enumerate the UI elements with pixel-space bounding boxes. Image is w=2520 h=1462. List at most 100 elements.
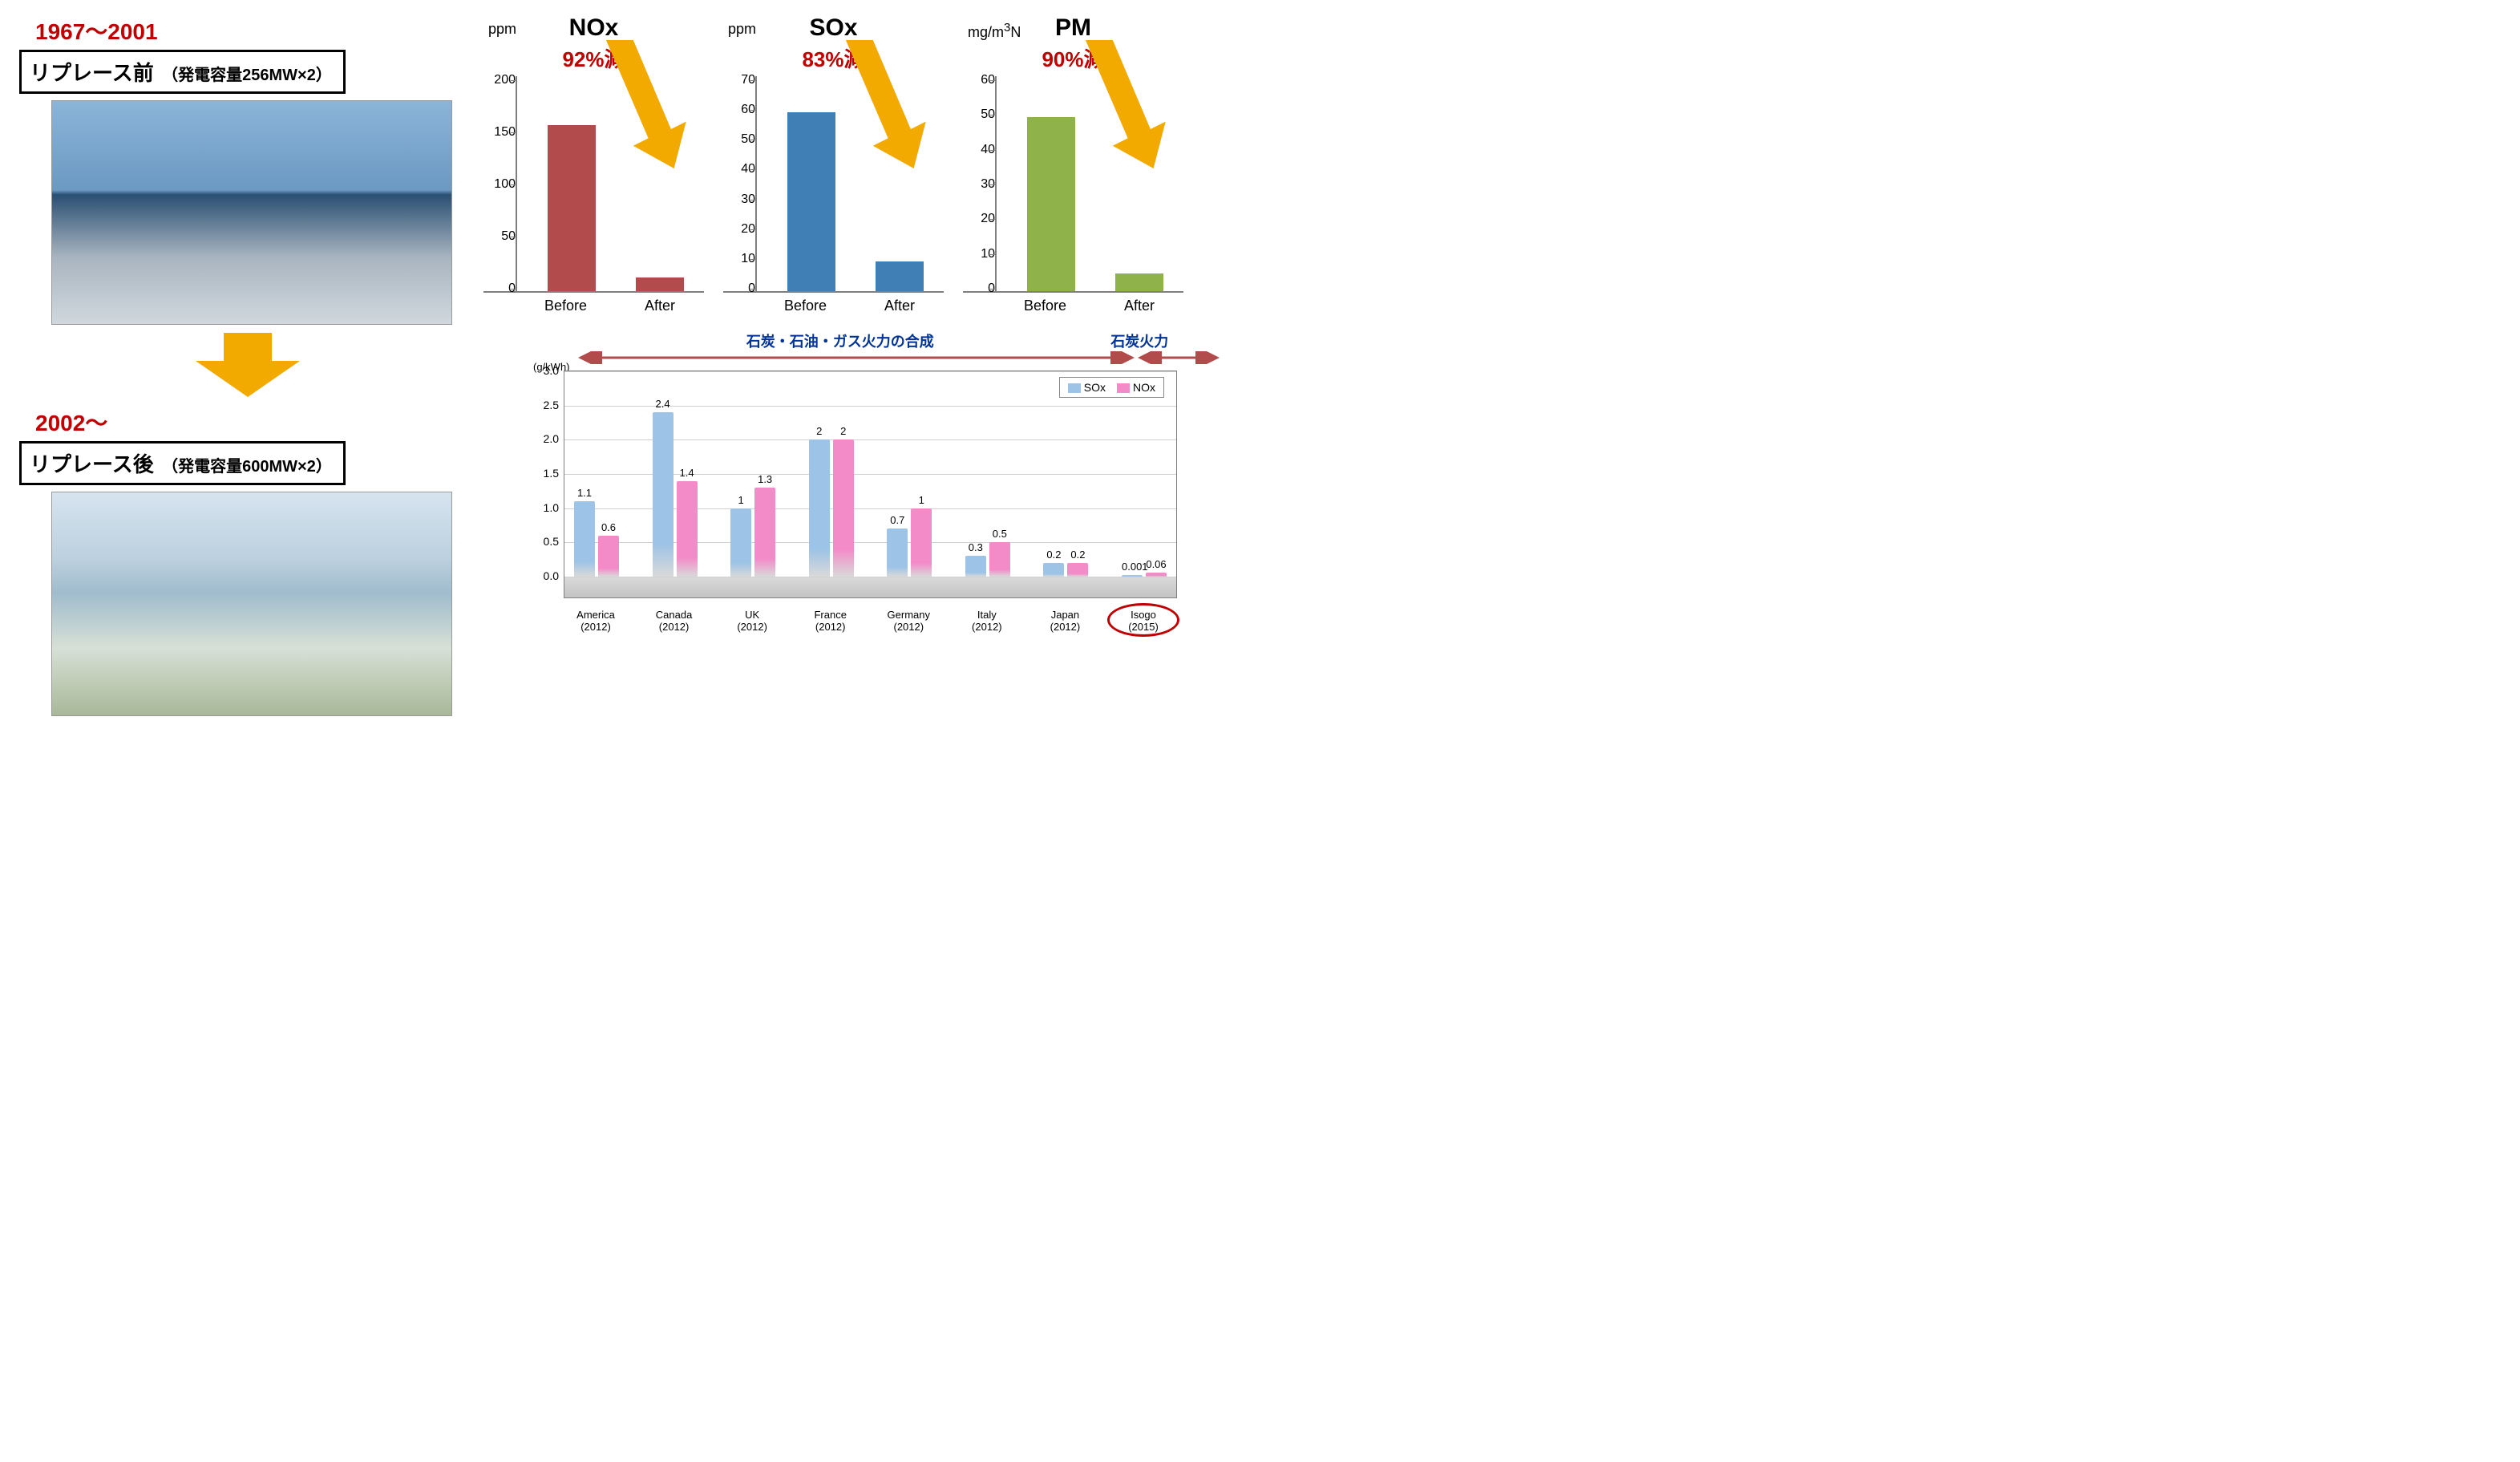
header-coal: 石炭火力 bbox=[1102, 330, 1177, 351]
bar-group: 11.3 bbox=[726, 488, 779, 577]
big-ytick: 0.5 bbox=[532, 535, 559, 548]
mini-bar bbox=[876, 261, 924, 291]
mini-xlabel: Before bbox=[784, 298, 827, 314]
mini-unit: ppm bbox=[488, 21, 516, 38]
big-chart-header: 石炭・石油・ガス火力の合成 石炭火力 bbox=[578, 330, 1177, 351]
bar-value-label: 1 bbox=[730, 494, 751, 506]
bar-group: 0.30.5 bbox=[961, 542, 1014, 577]
bar-value-label: 0.7 bbox=[887, 514, 908, 526]
big-xlabel: Canada(2012) bbox=[656, 609, 693, 634]
mini-reduction: 92%減 bbox=[483, 43, 704, 73]
mini-bar bbox=[548, 125, 596, 291]
big-chart-floor bbox=[564, 577, 1176, 597]
mini-chart-nox: ppmNOx92%減050100150200BeforeAfter bbox=[483, 14, 704, 314]
big-xlabel: Germany(2012) bbox=[888, 609, 930, 634]
title-box-before: リプレース前 （発電容量256MW×2） bbox=[19, 50, 346, 94]
bar-value-label: 0.6 bbox=[598, 521, 619, 533]
bar-value-label: 0.3 bbox=[965, 541, 986, 553]
big-xlabel: Italy(2012) bbox=[972, 609, 1002, 634]
mini-chart-pm: mg/m3NPM90%減0102030405060BeforeAfter bbox=[963, 14, 1183, 314]
title-after-sub: （発電容量600MW×2） bbox=[162, 458, 332, 476]
bar-value-label: 2 bbox=[833, 425, 854, 437]
down-arrow-icon bbox=[196, 333, 300, 397]
big-xlabel: America(2012) bbox=[576, 609, 615, 634]
title-after-main: リプレース後 bbox=[30, 452, 154, 476]
mini-bar bbox=[1027, 117, 1075, 291]
emissions-comparison-chart: 石炭・石油・ガス火力の合成 石炭火力 (g/kWh) 1.10.62.41.41… bbox=[483, 332, 1183, 637]
mini-bar bbox=[787, 112, 835, 291]
mini-bar bbox=[636, 277, 684, 291]
bar-nox: 1.4 bbox=[677, 481, 698, 577]
bar-group: 2.41.4 bbox=[649, 412, 702, 577]
legend-sox-label: SOx bbox=[1084, 381, 1106, 394]
bar-group: 0.20.2 bbox=[1039, 563, 1092, 577]
mini-xlabel: After bbox=[884, 298, 915, 314]
range-arrows-icon bbox=[578, 351, 1220, 364]
period-before: 1967～2001 bbox=[35, 14, 467, 47]
bar-group: 1.10.6 bbox=[570, 501, 623, 577]
mini-unit: ppm bbox=[728, 21, 756, 38]
photo-before bbox=[51, 100, 452, 325]
mini-title: SOx bbox=[723, 14, 944, 42]
bar-value-label: 0.2 bbox=[1067, 549, 1088, 561]
bar-value-label: 1.4 bbox=[677, 467, 698, 479]
period-after: 2002～ bbox=[35, 406, 467, 438]
bar-sox: 2 bbox=[809, 439, 830, 577]
bar-nox: 0.2 bbox=[1067, 563, 1088, 577]
mini-charts-row: ppmNOx92%減050100150200BeforeAfterppmSOx8… bbox=[483, 14, 1183, 314]
mini-bar bbox=[1115, 273, 1163, 291]
bar-sox: 0.7 bbox=[887, 529, 908, 577]
bar-value-label: 0.2 bbox=[1043, 549, 1064, 561]
bar-value-label: 1.1 bbox=[574, 487, 595, 499]
title-before-sub: （発電容量256MW×2） bbox=[162, 67, 332, 84]
big-xlabel: UK(2012) bbox=[737, 609, 767, 634]
mini-title: NOx bbox=[483, 14, 704, 42]
left-column: 1967～2001 リプレース前 （発電容量256MW×2） 2002～ リプレ… bbox=[19, 14, 467, 716]
big-ytick: 1.0 bbox=[532, 501, 559, 514]
right-column: ppmNOx92%減050100150200BeforeAfterppmSOx8… bbox=[467, 14, 1183, 716]
bar-nox: 1 bbox=[911, 508, 932, 577]
bar-nox: 2 bbox=[833, 439, 854, 577]
bar-value-label: 1.3 bbox=[754, 473, 775, 485]
bar-sox: 0.001 bbox=[1122, 575, 1143, 577]
bar-sox: 0.3 bbox=[965, 556, 986, 577]
mini-reduction: 83%減 bbox=[723, 43, 944, 73]
bar-value-label: 2 bbox=[809, 425, 830, 437]
mini-unit: mg/m3N bbox=[968, 21, 1021, 41]
mini-reduction: 90%減 bbox=[963, 43, 1183, 73]
bar-nox: 0.5 bbox=[989, 542, 1010, 577]
big-chart-plot: 1.10.62.41.411.3220.710.30.50.20.20.0010… bbox=[564, 371, 1177, 598]
bar-nox: 1.3 bbox=[754, 488, 775, 577]
isogo-highlight-circle bbox=[1107, 603, 1179, 637]
bar-group: 22 bbox=[805, 439, 858, 577]
title-box-after: リプレース後 （発電容量600MW×2） bbox=[19, 441, 346, 485]
bar-nox: 0.06 bbox=[1146, 573, 1167, 577]
bar-value-label: 1 bbox=[911, 494, 932, 506]
big-ytick: 3.0 bbox=[532, 364, 559, 377]
mini-xlabel: Before bbox=[1024, 298, 1066, 314]
header-combined: 石炭・石油・ガス火力の合成 bbox=[578, 330, 1102, 351]
big-xlabel: Japan(2012) bbox=[1050, 609, 1081, 634]
bar-sox: 1.1 bbox=[574, 501, 595, 577]
mini-xlabel: After bbox=[645, 298, 675, 314]
big-ytick: 1.5 bbox=[532, 467, 559, 480]
bar-group: 0.0010.06 bbox=[1118, 573, 1171, 577]
big-xlabel: France(2012) bbox=[814, 609, 846, 634]
bar-value-label: 0.06 bbox=[1146, 558, 1167, 570]
legend-nox-label: NOx bbox=[1133, 381, 1155, 394]
bar-value-label: 0.5 bbox=[989, 528, 1010, 540]
bar-value-label: 2.4 bbox=[653, 398, 673, 410]
bar-value-label: 0.001 bbox=[1122, 561, 1143, 573]
bar-nox: 0.6 bbox=[598, 536, 619, 577]
mini-xlabel: Before bbox=[544, 298, 587, 314]
title-before-main: リプレース前 bbox=[30, 61, 154, 85]
bar-sox: 2.4 bbox=[653, 412, 673, 577]
big-ytick: 2.5 bbox=[532, 399, 559, 411]
bar-sox: 0.2 bbox=[1043, 563, 1064, 577]
big-ytick: 2.0 bbox=[532, 432, 559, 445]
bar-sox: 1 bbox=[730, 508, 751, 577]
big-ytick: 0.0 bbox=[532, 569, 559, 582]
mini-xlabel: After bbox=[1124, 298, 1155, 314]
big-chart-legend: SOx NOx bbox=[1059, 377, 1164, 398]
mini-chart-sox: ppmSOx83%減010203040506070BeforeAfter bbox=[723, 14, 944, 314]
